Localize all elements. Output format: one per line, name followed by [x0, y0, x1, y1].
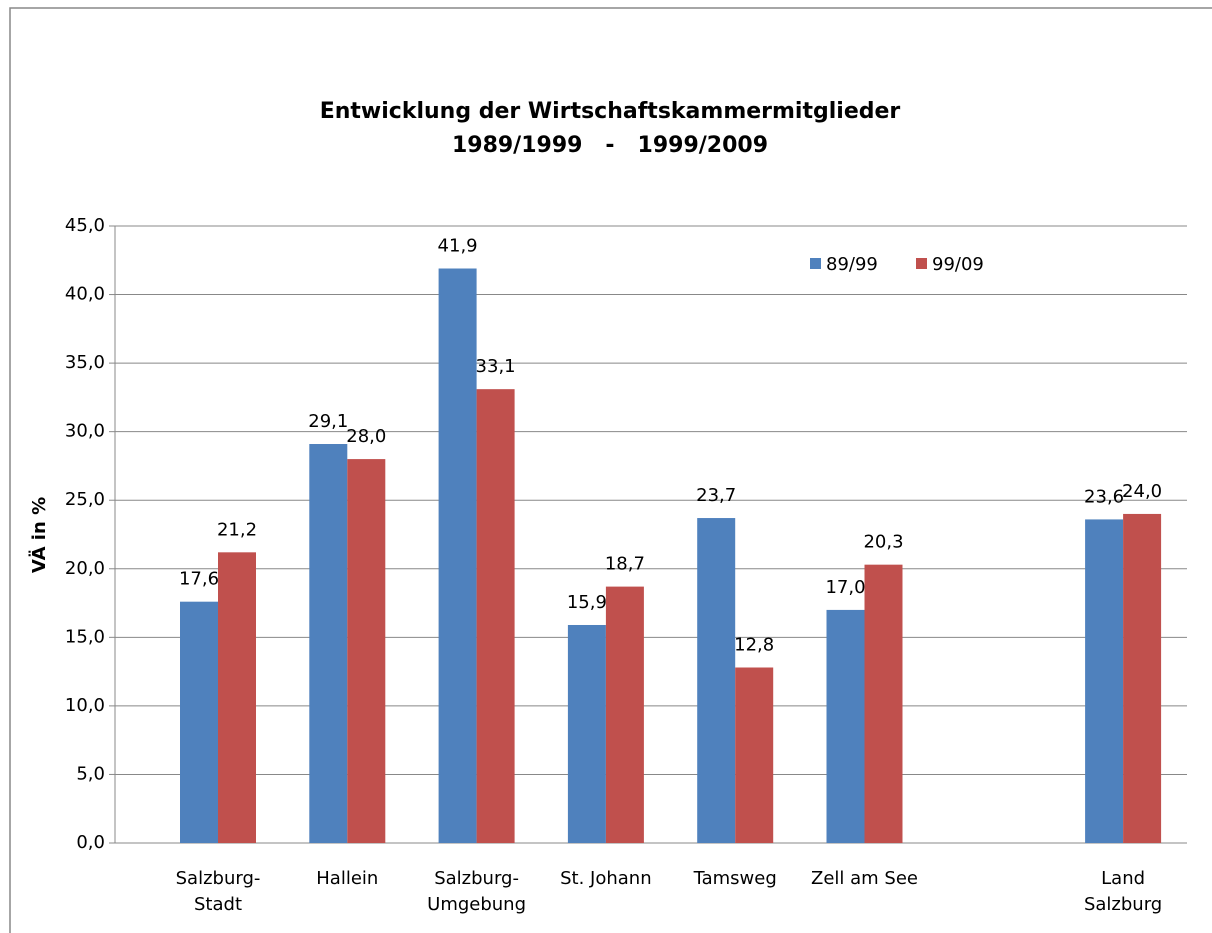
chart-frame — [9, 7, 1212, 933]
chart-subtitle: 1989/1999 - 1999/2009 — [452, 133, 768, 158]
legend-label: 89/99 — [826, 254, 878, 275]
y-tick-label: 30,0 — [65, 421, 105, 442]
bar — [180, 601, 218, 843]
x-tick-label: Tamsweg — [693, 868, 777, 889]
data-label: 41,9 — [438, 236, 478, 257]
data-label: 28,0 — [346, 426, 386, 447]
bar — [864, 564, 903, 843]
data-label: 17,6 — [179, 569, 219, 590]
y-axis-label: VÄ in % — [28, 497, 50, 573]
x-tick-label: Salzburg- Stadt — [175, 868, 261, 915]
bar — [476, 389, 515, 843]
data-label: 12,8 — [734, 634, 774, 655]
data-label: 18,7 — [605, 554, 645, 575]
y-tick-label: 40,0 — [65, 284, 105, 305]
y-tick-label: 15,0 — [65, 626, 105, 647]
data-label: 23,6 — [1084, 486, 1124, 507]
y-tick-label: 5,0 — [76, 763, 105, 784]
y-tick-label: 10,0 — [65, 695, 105, 716]
data-label: 29,1 — [308, 411, 348, 432]
bar — [347, 459, 386, 843]
y-tick-label: 0,0 — [76, 832, 105, 853]
legend-swatch — [916, 258, 927, 269]
y-tick-label: 25,0 — [65, 489, 105, 510]
data-label: 15,9 — [567, 592, 607, 613]
bar — [218, 552, 256, 843]
data-label: 21,2 — [217, 519, 257, 540]
x-tick-label: Land Salzburg — [1083, 868, 1163, 915]
bar — [567, 624, 606, 843]
legend-swatch — [810, 258, 821, 269]
bar — [309, 444, 348, 843]
data-label: 23,7 — [696, 485, 736, 506]
bar — [826, 609, 865, 843]
bar — [1123, 513, 1162, 843]
x-tick-label: St. Johann — [560, 868, 652, 889]
y-tick-label: 20,0 — [65, 558, 105, 579]
x-tick-label: Zell am See — [811, 868, 918, 889]
y-tick-label: 35,0 — [65, 352, 105, 373]
chart-title: Entwicklung der Wirtschaftskammermitglie… — [320, 99, 901, 124]
bar — [1085, 519, 1124, 843]
data-label: 17,0 — [825, 577, 865, 598]
data-label: 24,0 — [1122, 481, 1162, 502]
bar — [735, 667, 774, 843]
x-tick-label: Salzburg- Umgebung — [427, 868, 527, 915]
data-label: 20,3 — [863, 532, 903, 553]
bar — [438, 268, 477, 843]
y-tick-label: 45,0 — [65, 215, 105, 236]
bar — [697, 518, 736, 843]
bar — [605, 586, 644, 843]
data-label: 33,1 — [476, 356, 516, 377]
legend-label: 99/09 — [932, 254, 984, 275]
x-tick-label: Hallein — [316, 868, 379, 889]
